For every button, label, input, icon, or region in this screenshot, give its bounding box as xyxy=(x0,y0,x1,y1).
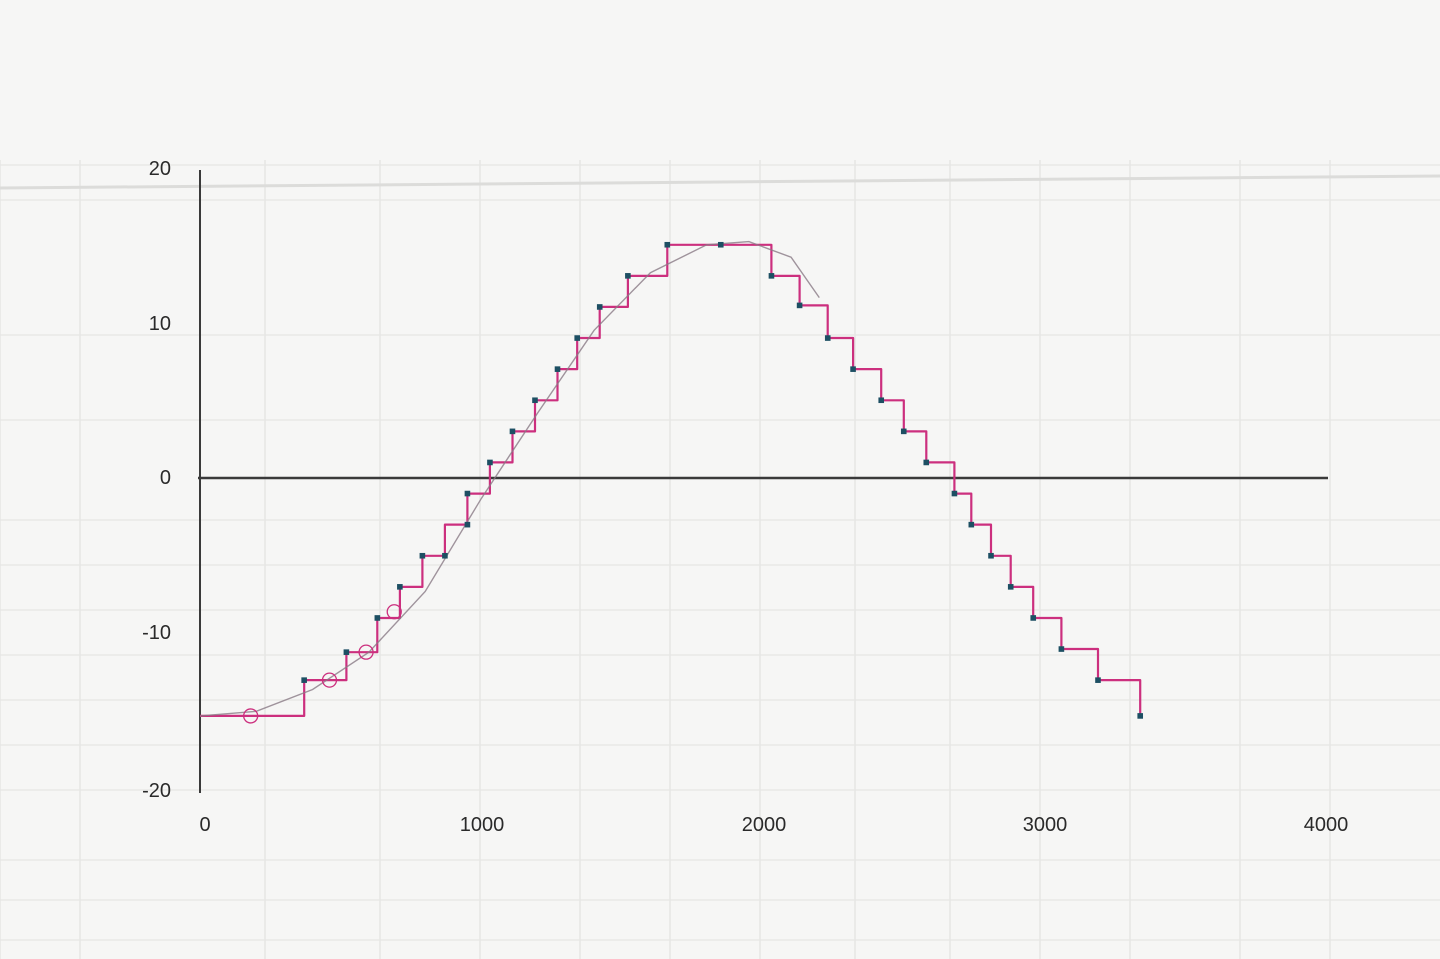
data-point-marker xyxy=(397,584,403,590)
data-point-marker xyxy=(301,677,307,683)
x-tick-label: 4000 xyxy=(1304,814,1349,836)
x-tick-label: 0 xyxy=(199,814,210,836)
tick-labels: 20 10 0 -10 -20 0 1000 2000 3000 4000 xyxy=(142,158,1348,836)
data-point-marker xyxy=(596,304,603,310)
x-tick-label: 2000 xyxy=(742,814,787,836)
hand-drawn-circle-marker xyxy=(358,644,374,660)
data-point-marker xyxy=(374,615,381,621)
data-point-marker xyxy=(442,552,448,559)
y-tick-label: 10 xyxy=(149,313,171,335)
data-point-marker xyxy=(554,366,561,372)
y-tick-label: 0 xyxy=(160,467,171,489)
y-tick-label: -10 xyxy=(142,622,171,644)
hand-drawn-circle-marker xyxy=(321,672,338,688)
data-point-marker xyxy=(464,490,471,497)
x-tick-label: 1000 xyxy=(460,814,505,836)
data-point-marker xyxy=(419,552,426,559)
data-point-marker xyxy=(664,241,671,248)
data-point-marker xyxy=(532,397,538,404)
data-point-marker xyxy=(923,459,930,466)
data-point-marker xyxy=(1137,713,1144,719)
hand-drawn-circle-marker xyxy=(386,604,402,620)
data-point-marker xyxy=(487,459,493,466)
data-point-marker xyxy=(900,428,907,435)
grid-line-horizontal xyxy=(0,174,1440,190)
data-markers xyxy=(243,241,1144,724)
data-point-marker xyxy=(1058,646,1065,652)
data-point-marker xyxy=(625,273,631,279)
data-point-marker xyxy=(1030,615,1037,621)
data-point-marker xyxy=(1095,677,1101,683)
data-point-marker xyxy=(574,335,581,341)
data-point-marker xyxy=(717,241,724,248)
data-point-marker xyxy=(824,335,831,341)
data-point-marker xyxy=(509,428,516,435)
data-point-marker xyxy=(968,521,975,528)
hand-drawn-circle-marker xyxy=(243,708,259,724)
faint-background-grid xyxy=(0,160,1440,959)
data-point-marker xyxy=(343,649,350,655)
x-tick-label: 3000 xyxy=(1023,814,1068,836)
data-point-marker xyxy=(1007,584,1014,590)
y-tick-label: -20 xyxy=(142,780,171,802)
series-line-smooth-curve xyxy=(199,240,820,717)
axes xyxy=(198,170,1328,793)
data-point-marker xyxy=(796,302,803,309)
data-point-marker xyxy=(464,521,471,528)
data-point-marker xyxy=(878,397,885,404)
y-tick-label: 20 xyxy=(149,158,171,180)
data-point-marker xyxy=(988,552,994,559)
data-point-marker xyxy=(768,273,775,279)
data-point-marker xyxy=(850,366,856,372)
data-point-marker xyxy=(951,490,958,497)
